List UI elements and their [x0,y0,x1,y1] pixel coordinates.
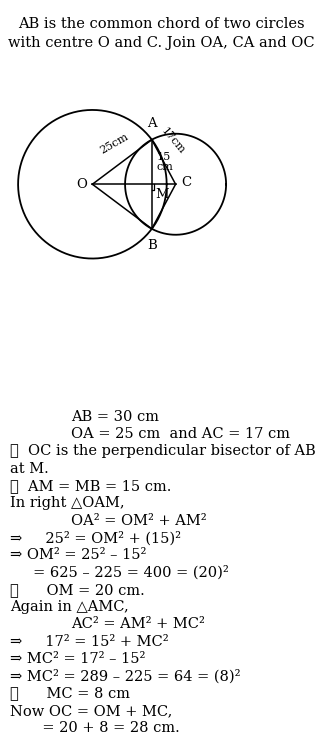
Text: A: A [147,117,157,130]
Text: ∴  OC is the perpendicular bisector of AB: ∴ OC is the perpendicular bisector of AB [10,444,316,459]
Text: ∴      MC = 8 cm: ∴ MC = 8 cm [10,687,130,701]
Text: ∴      OM = 20 cm.: ∴ OM = 20 cm. [10,583,144,597]
Text: OA = 25 cm  and AC = 17 cm: OA = 25 cm and AC = 17 cm [71,427,290,441]
Text: AB is the common chord of two circles
with centre O and C. Join OA, CA and OC: AB is the common chord of two circles wi… [8,17,315,50]
Text: ∴  AM = MB = 15 cm.: ∴ AM = MB = 15 cm. [10,479,171,493]
Text: = 20 + 8 = 28 cm.: = 20 + 8 = 28 cm. [10,721,180,735]
Text: B: B [147,238,157,252]
Text: = 625 – 225 = 400 = (20)²: = 625 – 225 = 400 = (20)² [10,566,228,580]
Text: O: O [76,177,87,191]
Text: In right △OAM,: In right △OAM, [10,496,124,511]
Text: M: M [155,188,169,201]
Text: AB = 30 cm: AB = 30 cm [71,410,159,424]
Text: OA² = OM² + AM²: OA² = OM² + AM² [71,514,207,528]
Text: ⇒ OM² = 25² – 15²: ⇒ OM² = 25² – 15² [10,548,146,562]
Text: 25cm: 25cm [98,132,130,156]
Text: C: C [181,176,191,190]
Text: ⇒     17² = 15² + MC²: ⇒ 17² = 15² + MC² [10,635,168,649]
Text: at M.: at M. [10,462,48,476]
Text: Again in △AMC,: Again in △AMC, [10,600,129,614]
Text: ⇒ MC² = 17² – 15²: ⇒ MC² = 17² – 15² [10,652,145,666]
Text: Now OC = OM + MC,: Now OC = OM + MC, [10,704,172,718]
Text: ⇒ MC² = 289 – 225 = 64 = (8)²: ⇒ MC² = 289 – 225 = 64 = (8)² [10,669,240,684]
Text: 15
cm: 15 cm [156,152,173,172]
Text: ⇒     25² = OM² + (15)²: ⇒ 25² = OM² + (15)² [10,531,181,545]
Text: 17cm: 17cm [159,126,187,156]
Text: AC² = AM² + MC²: AC² = AM² + MC² [71,617,205,632]
